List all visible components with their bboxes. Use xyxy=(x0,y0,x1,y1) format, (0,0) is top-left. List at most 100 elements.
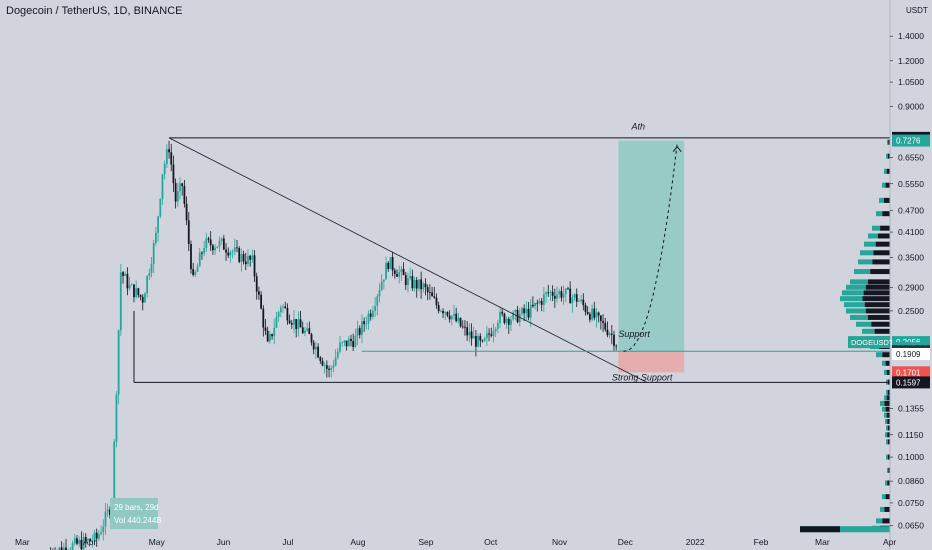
candle-body xyxy=(150,264,153,274)
volume-bar-up xyxy=(854,269,871,275)
candle-body xyxy=(615,345,618,347)
volume-bar-up xyxy=(882,182,886,188)
price-label-text: 0.1701 xyxy=(896,368,921,377)
candle-body xyxy=(192,269,195,275)
drawing-lines xyxy=(133,137,890,383)
candle-body xyxy=(459,317,462,327)
x-tick-label: Dec xyxy=(618,537,634,547)
candle-body xyxy=(301,327,304,334)
candle-body xyxy=(126,273,129,289)
candle-body xyxy=(575,294,578,302)
candle-body xyxy=(115,394,118,442)
measure-box xyxy=(110,498,158,529)
candle-body xyxy=(71,543,74,550)
candle-body xyxy=(231,251,234,253)
candle-body xyxy=(168,149,170,153)
volume-bar-up xyxy=(880,400,885,406)
y-tick-label: 0.6550 xyxy=(898,152,924,162)
candle-body xyxy=(450,315,453,320)
volume-bar-up xyxy=(860,250,874,256)
time-axis: Mar Apr May Jun Jul Aug Sep Oct Nov Dec 2022 Feb Mar… xyxy=(15,537,896,547)
candle-body xyxy=(339,342,341,352)
candle-body xyxy=(560,291,563,298)
candle-body xyxy=(358,328,361,335)
candle-body xyxy=(510,319,512,325)
candles xyxy=(50,140,618,550)
volume-bar-up xyxy=(868,233,878,239)
y-tick-label: 0.2500 xyxy=(898,306,924,316)
volume-bar-up xyxy=(887,139,889,145)
candle-body xyxy=(205,238,208,249)
candle-body xyxy=(266,330,269,342)
candle-body xyxy=(385,262,387,280)
candle-body xyxy=(341,342,344,343)
candle-body xyxy=(135,288,138,298)
candle-body xyxy=(249,255,252,260)
candle-body xyxy=(295,319,298,330)
candle-body xyxy=(343,340,346,343)
candle-body xyxy=(148,273,151,276)
volume-bar-up xyxy=(882,406,886,412)
candle-body xyxy=(242,254,245,262)
volume-bar-down xyxy=(883,197,890,203)
x-tick-label: Apr xyxy=(883,537,896,547)
candle-body xyxy=(549,291,552,293)
candle-body xyxy=(238,248,241,262)
volume-bar-up xyxy=(842,290,864,296)
candle-body xyxy=(312,342,315,350)
candle-body xyxy=(551,291,554,296)
candle-body xyxy=(558,291,561,295)
candle-body xyxy=(580,299,583,302)
volume-bar-down xyxy=(887,389,890,395)
volume-bar-up xyxy=(880,506,885,512)
candle-body xyxy=(122,272,124,276)
candle-body xyxy=(273,327,276,337)
candle-body xyxy=(225,249,227,253)
candle-body xyxy=(494,328,497,332)
volume-bar-bottom xyxy=(800,526,890,533)
volume-bar-down xyxy=(887,454,890,460)
volume-bar-down xyxy=(868,279,890,285)
candle-body xyxy=(91,541,94,542)
candle-body xyxy=(87,538,89,541)
candle-body xyxy=(361,321,363,335)
volume-bar-down xyxy=(877,233,890,239)
candle-body xyxy=(146,275,149,294)
x-tick-label: Jun xyxy=(217,537,231,547)
candle-body xyxy=(117,330,120,395)
x-tick-label: Apr xyxy=(83,537,96,547)
candle-body xyxy=(89,538,92,542)
candle-body xyxy=(170,152,173,165)
y-tick-label: 1.0500 xyxy=(898,77,924,87)
candle-body xyxy=(378,290,381,297)
volume-bar-down xyxy=(885,494,890,500)
candle-body xyxy=(571,297,574,304)
volume-bar-down xyxy=(887,153,890,159)
candle-body xyxy=(604,322,607,330)
candle-body xyxy=(418,279,420,289)
candle-body xyxy=(586,311,589,314)
candle-body xyxy=(398,272,401,277)
candle-body xyxy=(523,308,526,314)
volume-bar-down xyxy=(886,395,890,401)
volume-bar-up xyxy=(846,284,866,290)
candle-body xyxy=(602,320,604,323)
candle-body xyxy=(60,547,63,550)
volume-bar-up xyxy=(886,153,888,159)
candle-body xyxy=(286,307,289,321)
volume-bar-up xyxy=(872,225,881,231)
candle-body xyxy=(293,319,295,325)
candle-body xyxy=(240,254,243,262)
candle-body xyxy=(137,288,140,295)
candle-body xyxy=(95,532,98,539)
trendline xyxy=(168,137,648,383)
candle-body xyxy=(82,537,85,550)
candle-body xyxy=(62,547,65,550)
volume-bar-down xyxy=(886,168,890,174)
volume-bar-down xyxy=(885,406,890,412)
candle-body xyxy=(277,312,280,317)
y-tick-label: 1.4000 xyxy=(898,31,924,41)
volume-bar-up xyxy=(879,197,884,203)
candle-body xyxy=(174,183,177,202)
